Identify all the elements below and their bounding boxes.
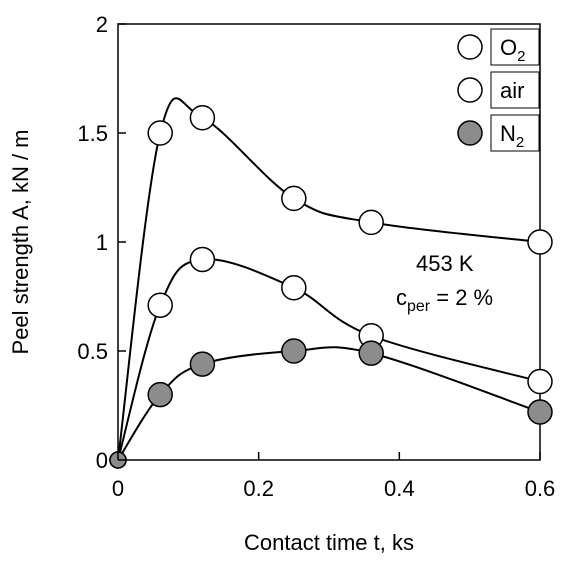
data-point-o2 bbox=[281, 185, 307, 212]
legend-label-sub: 2 bbox=[516, 134, 524, 151]
y-axis-title: Peel strength A, kN / m bbox=[8, 130, 33, 355]
series-line-air bbox=[117, 258, 541, 461]
y-tick-label: 0 bbox=[96, 448, 108, 473]
data-point-o2 bbox=[358, 209, 384, 236]
data-point-n2 bbox=[147, 381, 173, 408]
x-tick-label: 0.2 bbox=[243, 476, 274, 501]
data-point-air bbox=[527, 368, 553, 395]
data-point-air bbox=[189, 246, 216, 273]
legend-marker-air bbox=[457, 77, 483, 103]
data-point-air bbox=[147, 292, 173, 318]
data-point-o2 bbox=[189, 104, 216, 131]
data-point-o2 bbox=[147, 120, 173, 146]
data-point-n2 bbox=[281, 338, 307, 364]
legend-marker-o2 bbox=[457, 34, 483, 60]
y-tick-label: 1.5 bbox=[77, 121, 108, 146]
data-point-air bbox=[281, 275, 307, 301]
series-line-n2 bbox=[117, 346, 541, 461]
legend-label-box-n2 bbox=[490, 114, 540, 152]
series-line-o2 bbox=[117, 97, 541, 461]
y-tick-label: 0.5 bbox=[77, 339, 108, 364]
y-tick-label: 2 bbox=[96, 12, 108, 37]
x-tick-label: 0.6 bbox=[525, 476, 556, 501]
legend-label-air: air bbox=[500, 78, 524, 103]
legend-label-sub: 2 bbox=[517, 48, 525, 65]
legend-label-box-air bbox=[490, 71, 540, 109]
annotation-conc-base: c bbox=[396, 285, 407, 310]
annotation-temperature: 453 K bbox=[416, 251, 474, 276]
data-point-o2 bbox=[527, 229, 553, 255]
legend-label-n2: N2 bbox=[500, 121, 524, 151]
legend-label-base: O bbox=[500, 35, 517, 60]
data-point-n2 bbox=[189, 351, 216, 377]
legend-label-o2: O2 bbox=[500, 35, 525, 65]
data-point-n2 bbox=[358, 340, 384, 366]
annotation-concentration: cper = 2 % bbox=[396, 285, 493, 315]
curves-layer bbox=[117, 97, 541, 461]
x-tick-label: 0.4 bbox=[384, 476, 415, 501]
annotation-conc-sub: per bbox=[407, 298, 431, 315]
legend-label-base: air bbox=[500, 78, 524, 103]
legend-marker-n2 bbox=[457, 120, 483, 146]
x-axis-title: Contact time t, ks bbox=[244, 530, 414, 555]
y-tick-label: 1 bbox=[96, 230, 108, 255]
x-tick-label: 0 bbox=[112, 476, 124, 501]
data-point-n2 bbox=[527, 399, 553, 425]
legend-label-base: N bbox=[500, 121, 516, 146]
ticks-layer: 0 0.2 0.4 0.6 0 0.5 1 1.5 2 bbox=[77, 12, 555, 501]
annotation-conc-rest: = 2 % bbox=[430, 285, 493, 310]
legend-label-box-o2 bbox=[490, 28, 540, 66]
